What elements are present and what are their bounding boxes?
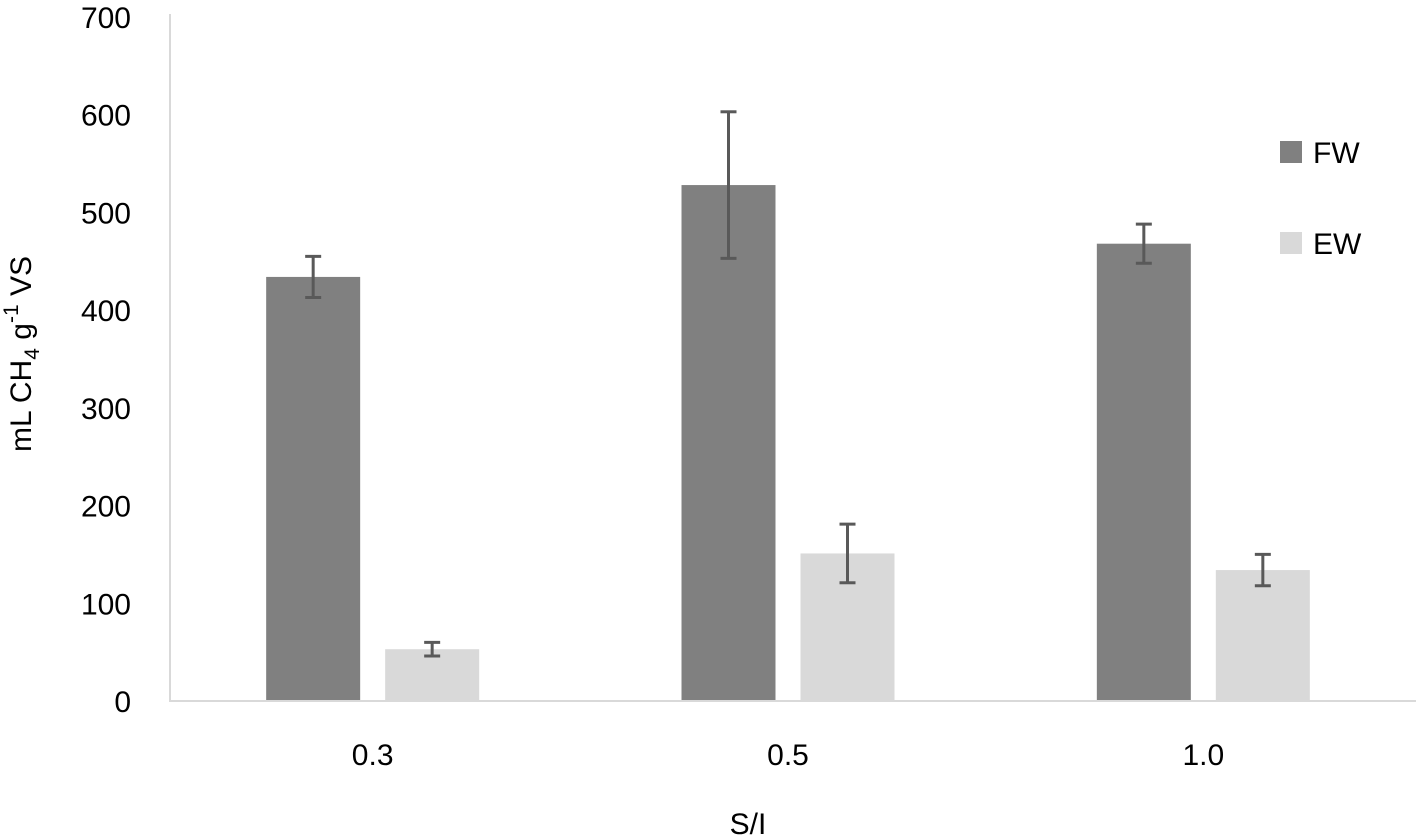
error-bar — [424, 640, 441, 658]
legend-item-FW: FW — [1280, 137, 1360, 170]
bar-FW-0.5 — [681, 185, 776, 701]
legend-swatch — [1280, 232, 1302, 254]
error-bar — [1135, 222, 1152, 265]
y-tick-label: 300 — [81, 393, 131, 426]
legend-item-EW: EW — [1280, 228, 1362, 261]
y-tick-label: 100 — [81, 588, 131, 621]
x-tick-label: 1.0 — [1182, 739, 1224, 772]
x-tick-label: 0.3 — [352, 739, 394, 772]
legend-label: EW — [1313, 228, 1362, 261]
legend: FW EW — [1280, 137, 1362, 261]
bar-FW-1.0 — [1096, 243, 1191, 701]
y-tick-label: 700 — [81, 2, 131, 35]
error-bar — [305, 254, 322, 299]
y-tick-label: 0 — [114, 686, 131, 719]
x-tick-label: 0.5 — [767, 739, 809, 772]
plot-area — [266, 110, 1310, 701]
y-axis-tick-labels: 0 100 200 300 400 500 600 700 — [81, 2, 131, 719]
error-bar — [1254, 552, 1271, 588]
y-axis-title: mL CH4 g-1 VS — [0, 256, 44, 452]
bar-group-0.5 — [681, 110, 895, 701]
bar-group-1.0 — [1096, 222, 1310, 701]
y-tick-label: 600 — [81, 100, 131, 133]
error-bar — [839, 522, 856, 585]
legend-swatch — [1280, 141, 1302, 163]
y-tick-label: 400 — [81, 295, 131, 328]
bar-group-0.3 — [266, 254, 480, 701]
bar-EW-0.3 — [385, 649, 480, 701]
x-axis-tick-labels: 0.3 0.5 1.0 — [352, 739, 1224, 772]
bar-EW-1.0 — [1215, 570, 1310, 701]
y-tick-label: 200 — [81, 491, 131, 524]
y-tick-label: 500 — [81, 197, 131, 230]
legend-label: FW — [1313, 137, 1360, 170]
bar-FW-0.3 — [266, 276, 361, 701]
x-axis-title: S/I — [730, 808, 767, 839]
error-bar — [720, 110, 737, 260]
